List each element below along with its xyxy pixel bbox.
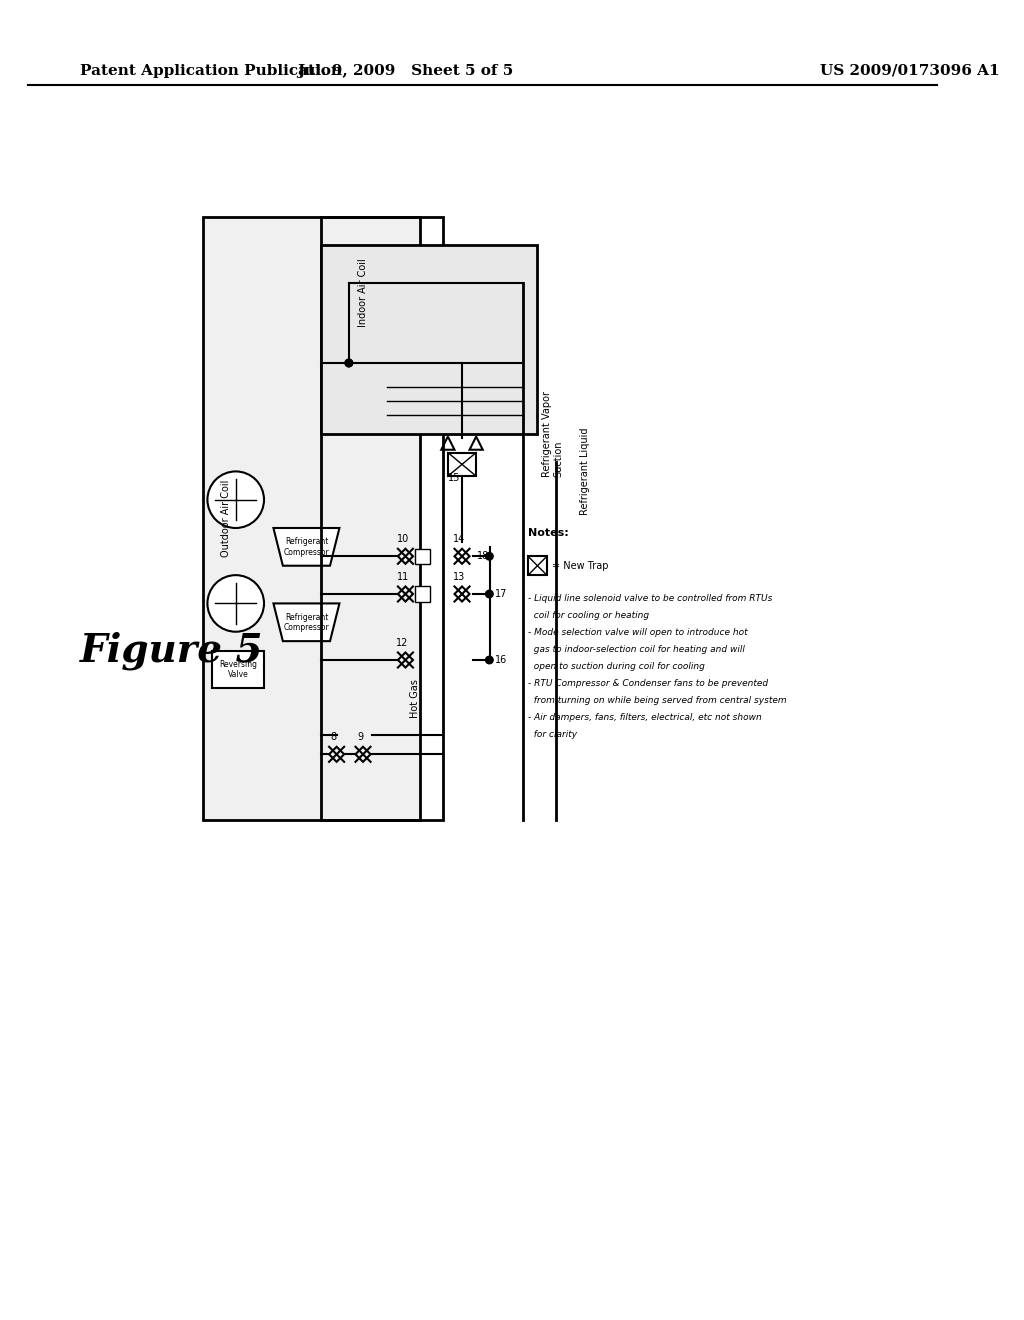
Circle shape [485, 553, 494, 560]
Text: coil for cooling or heating: coil for cooling or heating [528, 611, 649, 620]
Text: Outdoor Air Coil: Outdoor Air Coil [221, 480, 231, 557]
Text: 15: 15 [449, 473, 461, 483]
Text: - Mode selection valve will open to introduce hot: - Mode selection valve will open to intr… [528, 628, 748, 638]
Bar [212, 651, 264, 688]
Text: Refrigerant Liquid: Refrigerant Liquid [580, 428, 590, 515]
Text: US 2009/0173096 A1: US 2009/0173096 A1 [820, 63, 999, 78]
Circle shape [485, 590, 494, 598]
Text: 13: 13 [453, 572, 465, 582]
Bar [415, 549, 430, 564]
Text: Refrigerant
Compressor: Refrigerant Compressor [284, 537, 330, 557]
Circle shape [485, 656, 494, 664]
Text: - RTU Compressor & Condenser fans to be prevented: - RTU Compressor & Condenser fans to be … [528, 678, 768, 688]
Text: Hot Gas: Hot Gas [410, 678, 420, 718]
Text: 8: 8 [331, 733, 337, 742]
Bar [447, 453, 476, 477]
Text: 18: 18 [477, 552, 489, 561]
Text: 12: 12 [396, 638, 409, 648]
Text: 17: 17 [495, 589, 507, 599]
Text: Refrigerant Vapor
Suction: Refrigerant Vapor Suction [542, 391, 564, 477]
Bar [321, 216, 443, 820]
Text: - Air dampers, fans, filters, electrical, etc not shown: - Air dampers, fans, filters, electrical… [528, 713, 762, 722]
Text: for clarity: for clarity [528, 730, 578, 739]
Text: 16: 16 [495, 655, 507, 665]
Circle shape [345, 359, 352, 367]
Text: - Liquid line solenoid valve to be controlled from RTUs: - Liquid line solenoid valve to be contr… [528, 594, 772, 603]
Circle shape [208, 471, 264, 528]
Text: Figure 5: Figure 5 [80, 631, 263, 669]
Text: open to suction during coil for cooling: open to suction during coil for cooling [528, 661, 705, 671]
Text: Notes:: Notes: [528, 528, 568, 539]
Bar [203, 216, 420, 820]
Text: 11: 11 [396, 572, 409, 582]
Text: Refrigerant
Compressor: Refrigerant Compressor [284, 612, 330, 632]
Text: from turning on while being served from central system: from turning on while being served from … [528, 696, 786, 705]
Circle shape [345, 359, 352, 367]
Text: Indoor Air Coil: Indoor Air Coil [358, 257, 368, 326]
Polygon shape [273, 603, 339, 642]
Text: = New Trap: = New Trap [552, 561, 608, 570]
Bar [528, 556, 547, 576]
Bar [321, 246, 538, 434]
Text: gas to indoor-selection coil for heating and will: gas to indoor-selection coil for heating… [528, 645, 744, 653]
Text: 9: 9 [357, 733, 364, 742]
Text: Reversing
Valve: Reversing Valve [219, 660, 257, 678]
Text: 10: 10 [396, 535, 409, 544]
Text: 14: 14 [453, 535, 465, 544]
Text: Jul. 9, 2009   Sheet 5 of 5: Jul. 9, 2009 Sheet 5 of 5 [297, 63, 514, 78]
Polygon shape [273, 528, 339, 566]
Text: Patent Application Publication: Patent Application Publication [80, 63, 342, 78]
Circle shape [208, 576, 264, 632]
Bar [415, 586, 430, 602]
